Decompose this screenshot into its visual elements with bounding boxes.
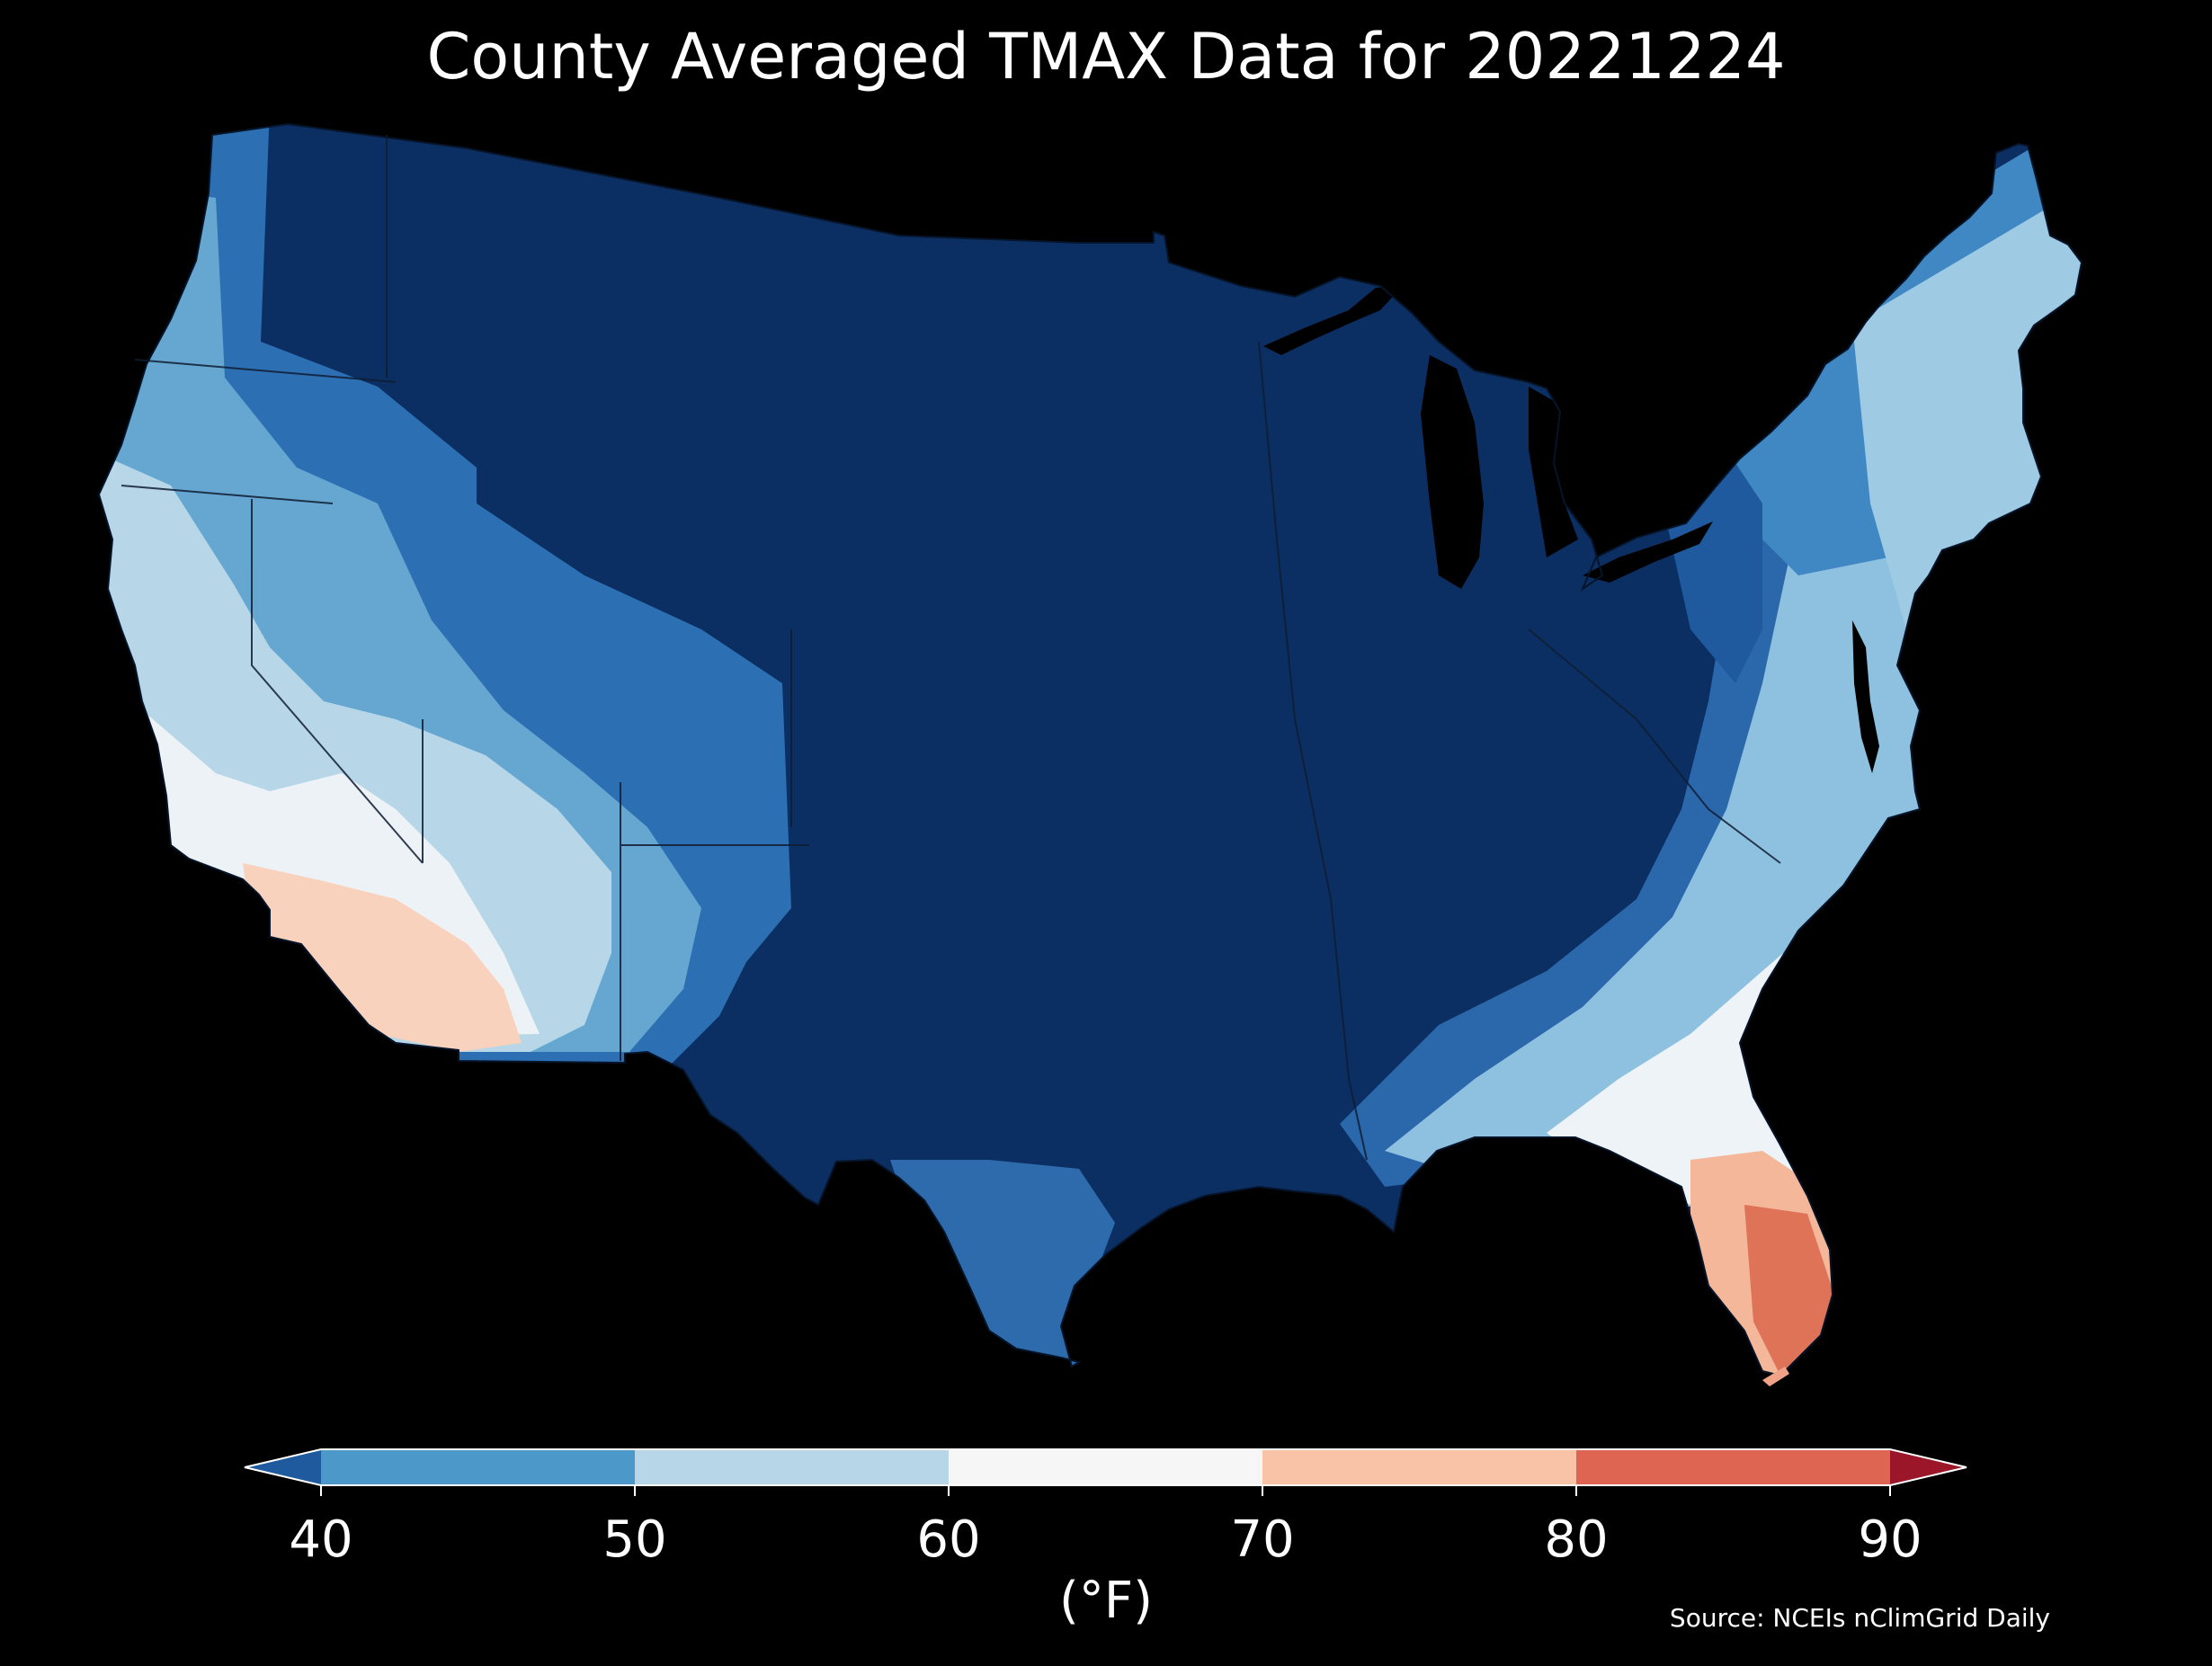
source-note: Source: NCEIs nClimGrid Daily (1669, 1603, 2050, 1633)
lake-huron (1529, 387, 1578, 557)
region-southwest-70-80 (243, 863, 522, 1052)
region-florida-80-90 (1744, 1205, 1834, 1376)
colorbar-arrow-high (1890, 1449, 1967, 1485)
state-borders (120, 135, 1781, 1161)
lake-superior (1263, 286, 1403, 355)
colorbar-segment (1262, 1449, 1576, 1485)
border-ca-nv (251, 499, 424, 864)
lake-erie (1583, 521, 1713, 583)
border-appalachian-line (1528, 628, 1781, 864)
colorbar-segment (321, 1449, 635, 1485)
border-or-ca (120, 485, 334, 504)
region-south-texas-40-50 (890, 1160, 1115, 1367)
border-wa-or (134, 359, 397, 383)
us-outline (97, 122, 2083, 1377)
map-title: County Averaged TMAX Data for 20221224 (426, 20, 1786, 94)
colorbar-tick-label: 90 (1858, 1510, 1922, 1569)
colorbar-segment (1576, 1449, 1890, 1485)
border-mississippi-river (1258, 341, 1368, 1161)
colorbar-tick-label: 40 (289, 1510, 353, 1569)
lake-michigan (1421, 355, 1484, 589)
colorbar-tick-label: 80 (1544, 1510, 1609, 1569)
colorbar-unit-label: (°F) (1059, 1572, 1153, 1630)
colorbar-tick-label: 70 (1230, 1510, 1295, 1569)
colorbar (244, 1448, 1967, 1496)
colorbar-tick-label: 50 (602, 1510, 667, 1569)
colorbar-tick-label: 60 (916, 1510, 981, 1569)
water-bodies (1263, 286, 1879, 773)
colorbar-segment (949, 1449, 1262, 1485)
colorbar-arrow-low (245, 1449, 321, 1485)
colorbar-segment (635, 1449, 949, 1485)
chesapeake-bay (1852, 620, 1879, 773)
florida-keys (1762, 1367, 1789, 1386)
